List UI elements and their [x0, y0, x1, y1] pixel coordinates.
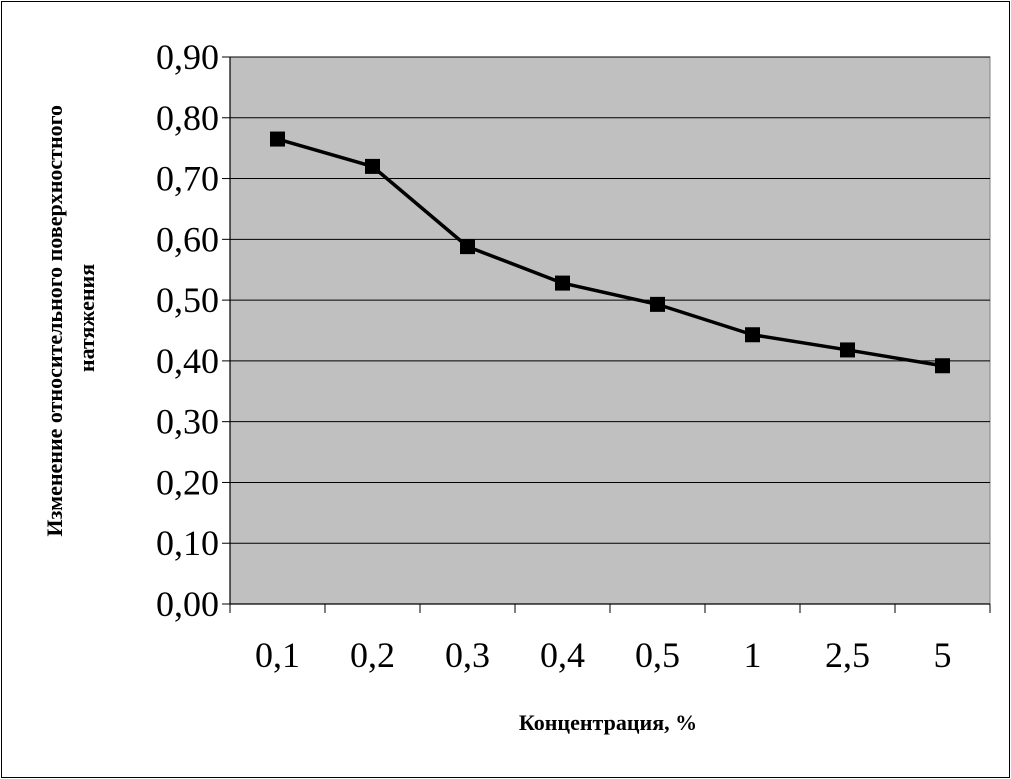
data-point-0 [270, 131, 285, 147]
data-point-3 [555, 275, 570, 291]
data-point-2 [460, 239, 475, 255]
y-tick-label-5: 0,50 [156, 280, 219, 320]
plot-area [229, 56, 991, 605]
x-tick-label-4: 0,5 [635, 635, 680, 675]
y-axis-title-line-1: Изменение относительного поверхностного [42, 105, 67, 537]
y-tick-label-0: 0,00 [156, 584, 219, 624]
y-tick-label-3: 0,30 [156, 402, 219, 442]
x-tick-label-3: 0,4 [540, 635, 585, 675]
y-tick-labels: 0,00 0,10 0,20 0,30 0,40 0,50 0,60 0,70 0,80 0,90 [156, 37, 219, 624]
y-tick-label-8: 0,80 [156, 98, 219, 138]
x-tick-labels: 0,1 0,2 0,3 0,4 0,5 1 2,5 5 [255, 635, 952, 675]
y-tick-label-2: 0,20 [156, 462, 219, 502]
y-tick-label-6: 0,60 [156, 219, 219, 259]
data-point-1 [365, 158, 380, 174]
y-axis-title-line-2: натяжения [74, 264, 99, 372]
x-tick-label-2: 0,3 [445, 635, 490, 675]
y-tick-label-1: 0,10 [156, 523, 219, 563]
axes [222, 56, 991, 613]
series-group [270, 131, 950, 374]
series-line-0 [277, 137, 943, 368]
y-tick-label-4: 0,40 [156, 341, 219, 381]
grid-lines [230, 56, 990, 544]
y-axis-title: Изменение относительного поверхностного … [42, 99, 99, 536]
y-tick-label-9: 0,90 [156, 37, 219, 77]
x-tick-label-7: 5 [934, 635, 952, 675]
data-point-6 [840, 342, 855, 358]
x-tick-label-5: 1 [744, 635, 762, 675]
data-point-5 [745, 327, 760, 343]
y-tick-label-7: 0,70 [156, 159, 219, 199]
x-axis-title: Концентрация, % [519, 710, 697, 735]
data-point-7 [935, 358, 950, 374]
data-point-4 [650, 296, 665, 312]
x-tick-label-6: 2,5 [825, 635, 870, 675]
x-tick-label-0: 0,1 [255, 635, 300, 675]
x-tick-label-1: 0,2 [350, 635, 395, 675]
